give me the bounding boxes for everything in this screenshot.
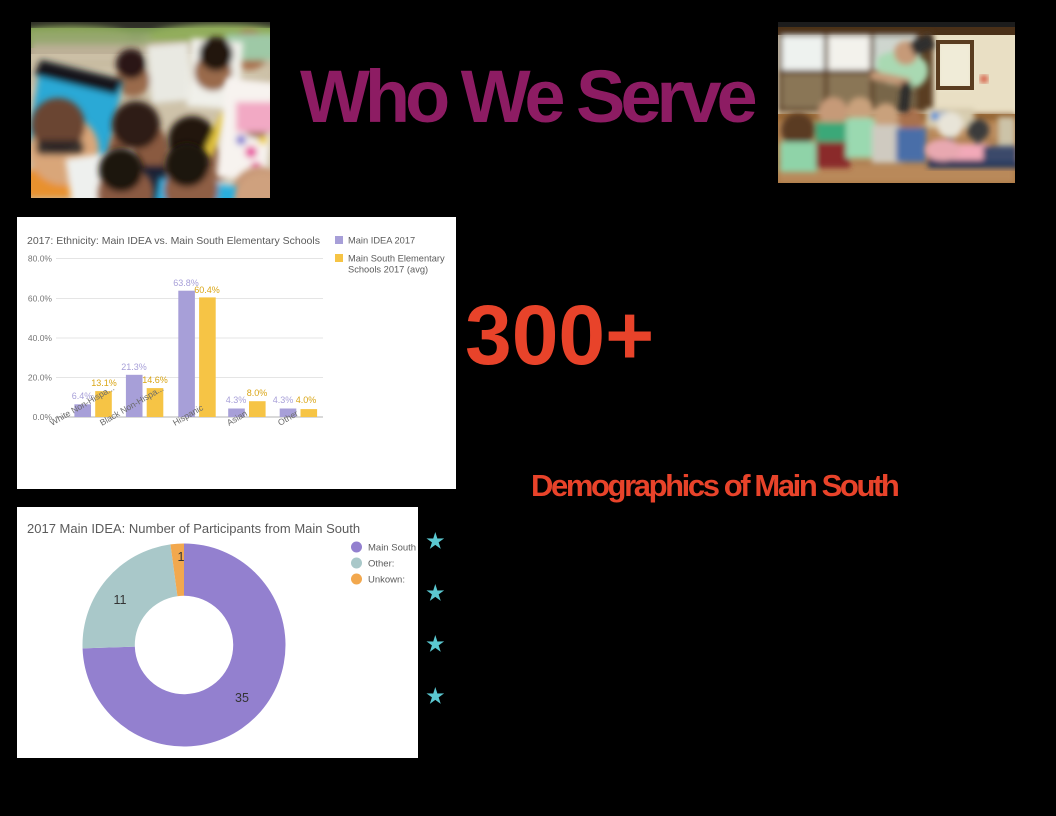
svg-text:20.0%: 20.0% [28,373,53,383]
svg-text:1: 1 [178,550,185,564]
svg-text:11: 11 [114,593,127,607]
svg-text:4.3%: 4.3% [273,395,294,405]
svg-text:60.0%: 60.0% [28,294,53,304]
svg-text:Other:: Other: [368,559,394,570]
svg-text:4.0%: 4.0% [296,395,317,405]
svg-text:60.4%: 60.4% [194,285,220,295]
svg-text:8.0%: 8.0% [247,388,268,398]
svg-text:21.3%: 21.3% [121,362,147,372]
svg-text:80.0%: 80.0% [28,254,53,264]
svg-text:Main South Elementary: Main South Elementary [348,254,445,264]
svg-text:Main IDEA 2017: Main IDEA 2017 [348,236,415,246]
svg-text:35: 35 [235,691,249,705]
svg-text:4.3%: 4.3% [226,395,247,405]
svg-text:2017: Ethnicity: Main IDEA vs.: 2017: Ethnicity: Main IDEA vs. Main Sout… [27,235,320,247]
svg-text:Unkown:: Unkown: [368,575,405,586]
svg-text:Main South: Main South [368,543,416,554]
svg-text:Other: Other [276,408,300,428]
svg-text:Schools 2017 (avg): Schools 2017 (avg) [348,265,428,275]
svg-text:14.6%: 14.6% [142,375,168,385]
svg-text:2017 Main IDEA: Number of Part: 2017 Main IDEA: Number of Participants f… [27,521,360,536]
svg-text:40.0%: 40.0% [28,333,53,343]
